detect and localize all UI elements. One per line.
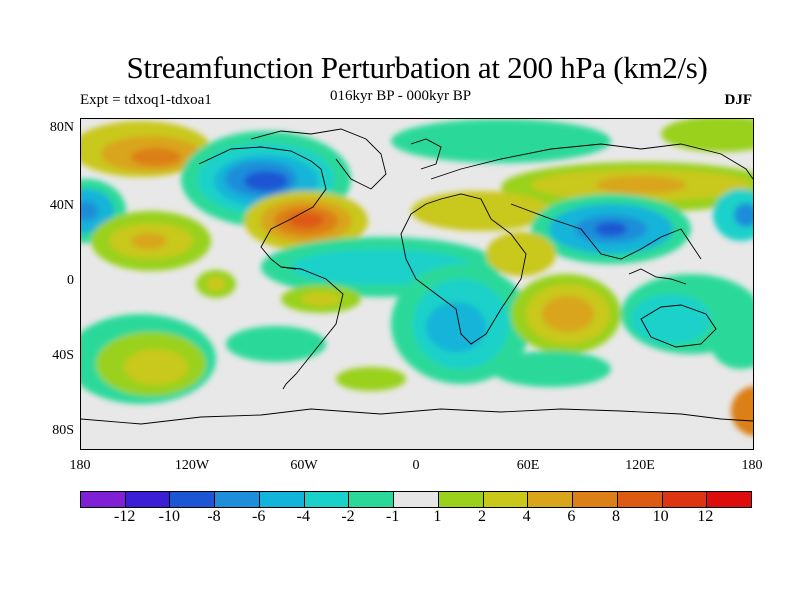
colorbar-swatch	[573, 492, 618, 507]
lon-label-0: 0	[412, 458, 420, 473]
lat-label-80n: 80N	[49, 120, 74, 135]
chart-title: Streamfunction Perturbation at 200 hPa (…	[126, 50, 708, 85]
experiment-label: Expt = tdxoq1-tdxoa1	[80, 92, 212, 108]
colorbar-label: 4	[522, 508, 531, 525]
lat-label-40s: 40S	[52, 348, 74, 363]
colorbar-swatch	[215, 492, 260, 507]
colorbar-swatch	[81, 492, 126, 507]
lon-label-120w: 120W	[174, 458, 210, 473]
lat-label-80s: 80S	[52, 423, 74, 438]
colorbar-label: 6	[567, 508, 576, 525]
contour-fields	[81, 119, 753, 436]
colorbar-label: -2	[341, 508, 355, 525]
colorbar-label: -8	[207, 508, 221, 525]
colorbar-swatch	[259, 492, 305, 507]
colorbar-label: 1	[433, 508, 442, 525]
colorbar-label: -10	[158, 508, 180, 525]
lon-label-180e: 180	[741, 458, 763, 473]
colorbar-label: -12	[113, 508, 136, 525]
map-panel	[80, 118, 754, 450]
coastlines	[81, 128, 753, 425]
lon-label-180w: 180	[69, 458, 91, 473]
colorbar-swatch	[170, 492, 216, 507]
colorbar-label: 10	[652, 508, 669, 525]
lon-label-60w: 60W	[290, 458, 318, 473]
colorbar-label: -6	[251, 508, 266, 525]
colorbar-label: -1	[385, 508, 400, 525]
colorbar-swatch	[349, 492, 395, 507]
colorbar-swatch	[483, 492, 529, 507]
colorbar-label: 12	[697, 508, 714, 525]
lat-label-40n: 40N	[49, 198, 74, 213]
colorbar-label: 2	[478, 508, 486, 525]
lon-label-120e: 120E	[625, 458, 655, 473]
colorbar-swatch	[394, 492, 439, 507]
colorbar-swatch	[617, 492, 663, 507]
colorbar	[80, 491, 752, 508]
lon-label-60e: 60E	[516, 458, 540, 473]
colorbar-swatch	[662, 492, 708, 507]
colorbar-swatch	[528, 492, 574, 507]
colorbar-swatch	[304, 492, 350, 507]
colorbar-label: -4	[296, 508, 310, 525]
lat-label-eq: 0	[67, 273, 74, 288]
streamfunction-map	[81, 119, 753, 449]
period-label: 016kyr BP - 000kyr BP	[330, 88, 472, 104]
colorbar-swatch	[707, 492, 752, 507]
colorbar-swatch	[125, 492, 171, 507]
colorbar-swatch	[438, 492, 484, 507]
season-label: DJF	[724, 92, 753, 108]
colorbar-label: 8	[612, 508, 620, 525]
